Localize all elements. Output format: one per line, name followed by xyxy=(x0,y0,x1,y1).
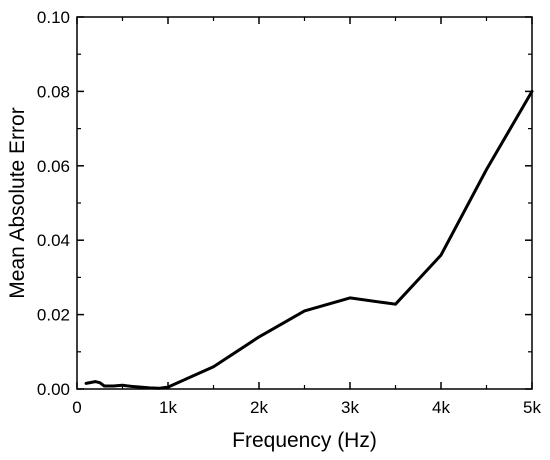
series-line xyxy=(84,89,534,390)
x-tick-label: 4k xyxy=(432,398,450,417)
y-tick-label: 0.08 xyxy=(37,82,70,101)
x-tick-label: 3k xyxy=(341,398,359,417)
y-axis-ticks: 0.00 0.02 0.04 0.06 0.08 0.10 xyxy=(37,8,532,399)
x-tick-label: 5k xyxy=(523,398,541,417)
x-tick-label: 2k xyxy=(250,398,268,417)
y-tick-label: 0.04 xyxy=(37,231,70,250)
y-axis-title: Mean Absolute Error xyxy=(6,107,29,298)
y-tick-label: 0.10 xyxy=(37,8,70,27)
x-tick-label: 1k xyxy=(159,398,177,417)
x-axis-title: Frequency (Hz) xyxy=(232,429,377,452)
series-layer xyxy=(84,89,534,390)
plot-border xyxy=(76,16,533,390)
x-tick-label: 0 xyxy=(72,398,81,417)
y-tick-label: 0.02 xyxy=(37,306,70,325)
y-tick-label: 0.06 xyxy=(37,157,70,176)
y-tick-label: 0.00 xyxy=(37,380,70,399)
x-axis-ticks: 0 1k 2k 3k 4k 5k xyxy=(72,17,541,417)
plot-frame xyxy=(76,16,533,390)
